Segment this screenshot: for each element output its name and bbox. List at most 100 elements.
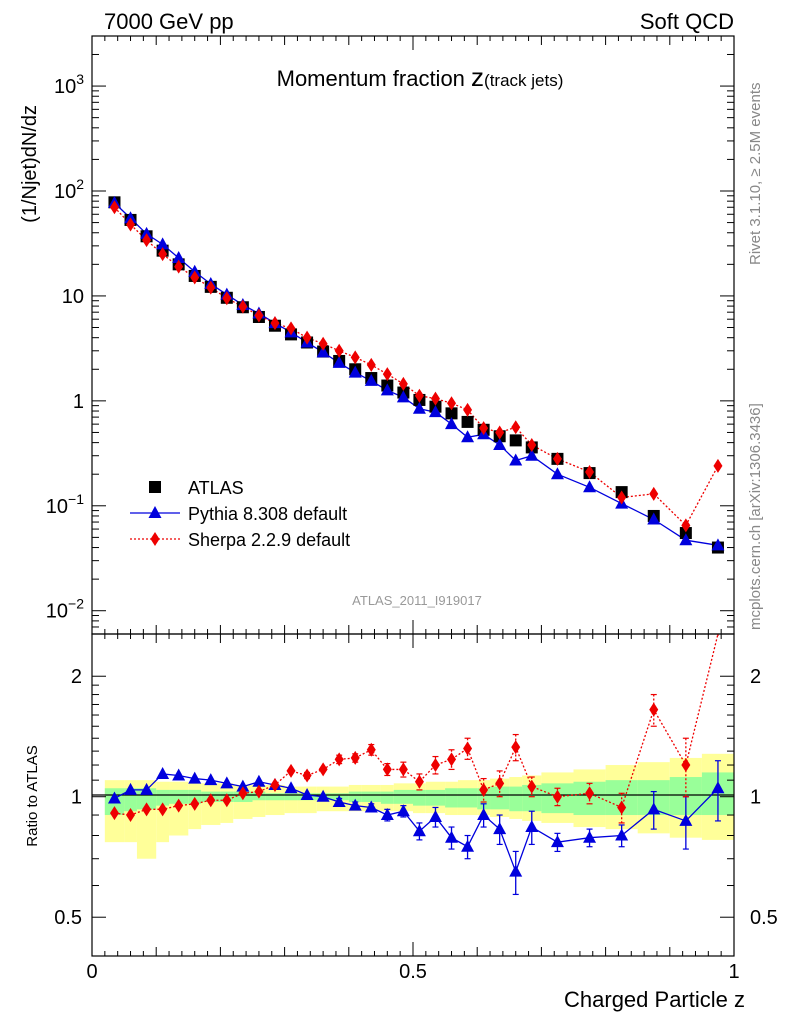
sherpa-point: [254, 308, 264, 323]
main-panel: Momentum fraction z(track jets) (1/Njet)…: [19, 35, 735, 635]
pythia-ratio-point: [204, 773, 218, 786]
ratio-band-inner: [348, 791, 362, 803]
sherpa-point: [511, 420, 521, 435]
pythia-ratio-point: [461, 839, 475, 852]
ratio-y-tick-label: 1: [71, 787, 82, 809]
pythia-ratio-point: [284, 781, 298, 794]
main-y-tick-base: 1: [73, 391, 84, 413]
main-y-tick-base: 10: [46, 601, 68, 623]
sherpa-point: [398, 376, 408, 391]
sherpa-ratio-point: [158, 802, 168, 817]
sherpa-ratio-point: [174, 798, 184, 813]
pythia-ratio-point: [316, 789, 330, 802]
sherpa-point: [713, 458, 723, 473]
pythia-point: [140, 226, 154, 239]
sherpa-point: [222, 291, 232, 306]
sherpa-ratio-point: [238, 786, 248, 801]
pythia-ratio-point: [156, 766, 170, 779]
pythia-point: [461, 430, 475, 443]
pythia-ratio-point: [107, 791, 121, 804]
sherpa-point: [174, 259, 184, 274]
sherpa-ratio-point: [649, 702, 659, 717]
sherpa-point: [350, 350, 360, 365]
atlas-point: [445, 407, 458, 420]
sherpa-ratio-point: [585, 786, 595, 801]
pythia-ratio-point: [445, 830, 459, 843]
legend-label: Pythia 8.308 default: [188, 504, 347, 524]
pythia-point: [647, 512, 661, 525]
sherpa-ratio-point: [302, 768, 312, 783]
sherpa-point: [158, 247, 168, 262]
ratio-y-label: Ratio to ATLAS: [24, 745, 41, 846]
sherpa-point: [318, 336, 328, 351]
pythia-ratio-point: [583, 830, 597, 843]
pythia-point: [583, 480, 597, 493]
pythia-point: [364, 373, 378, 386]
pythia-point: [679, 533, 693, 546]
sherpa-ratio-point: [479, 782, 489, 797]
ratio-band-inner: [284, 793, 298, 801]
main-y-tick-base: 10: [46, 496, 68, 518]
sherpa-ratio-point: [681, 758, 691, 773]
main-y-tick-label: 10−1: [46, 491, 84, 518]
pythia-ratio-point: [477, 808, 491, 821]
sherpa-ratio-point: [206, 793, 216, 808]
sherpa-ratio-point: [527, 779, 537, 794]
sherpa-point: [286, 321, 296, 336]
ratio-band-inner: [169, 789, 189, 804]
pythia-ratio-point: [124, 782, 138, 795]
sherpa-ratio-point: [366, 742, 376, 757]
mcplots-label: mcplots.cern.ch [arXiv:1306.3436]: [747, 403, 764, 630]
pythia-ratio-point: [364, 800, 378, 813]
sherpa-point: [463, 402, 473, 417]
main-y-tick-base: 10: [54, 76, 76, 98]
ratio-band-inner: [413, 789, 426, 806]
x-tick-label: 1: [728, 961, 739, 983]
pythia-point: [509, 453, 523, 466]
ratio-band-inner: [380, 791, 394, 804]
ratio-band-inner: [393, 789, 413, 804]
pythia-point: [428, 405, 442, 418]
main-y-tick-exponent: −2: [68, 596, 84, 612]
pythia-ratio-point: [332, 795, 346, 808]
main-y-tick-label: 103: [54, 71, 84, 98]
pythia-ratio-point: [348, 798, 362, 811]
sherpa-point: [109, 200, 119, 215]
sherpa-ratio-point: [286, 763, 296, 778]
sherpa-point: [649, 486, 659, 501]
sherpa-point: [414, 388, 424, 403]
ratio-y-tick-label-right: 1: [750, 787, 761, 809]
x-tick-label: 0.5: [399, 961, 427, 983]
sherpa-point: [681, 518, 691, 533]
ratio-y-tick-label: 0.5: [54, 907, 82, 929]
pythia-ratio-point: [647, 802, 661, 815]
sherpa-ratio-point: [495, 776, 505, 791]
main-y-tick-base: 10: [62, 286, 84, 308]
main-y-tick-exponent: −1: [68, 491, 84, 507]
ratio-band-inner: [361, 791, 381, 803]
ratio-y-tick-label-right: 2: [750, 666, 761, 688]
sherpa-ratio-point: [109, 806, 119, 821]
pythia-ratio-point: [252, 774, 266, 787]
pythia-point: [332, 355, 346, 368]
sherpa-ratio-point: [511, 740, 521, 755]
ratio-y-tick-label: 2: [71, 666, 82, 688]
pythia-ratio-point: [140, 782, 154, 795]
legend: ATLAS Pythia 8.308 default Sherpa 2.2.9 de…: [130, 478, 350, 550]
header-left: 7000 GeV pp: [104, 9, 234, 34]
pythia-ratio-point: [412, 824, 426, 837]
sherpa-ratio-point: [617, 800, 627, 815]
ratio-band-inner: [457, 788, 478, 808]
header-right: Soft QCD: [640, 9, 734, 34]
legend-marker: [148, 506, 162, 518]
pythia-ratio-point: [172, 768, 186, 781]
pythia-ratio-point: [509, 864, 523, 877]
pythia-ratio-point: [615, 828, 629, 841]
pythia-ratio-point: [493, 822, 507, 835]
pythia-ratio-point: [236, 779, 250, 792]
sherpa-ratio-point: [142, 802, 152, 817]
sherpa-point: [479, 421, 489, 436]
pythia-point: [316, 345, 330, 358]
main-y-tick-label: 10−2: [46, 596, 84, 623]
pythia-point: [525, 448, 539, 461]
